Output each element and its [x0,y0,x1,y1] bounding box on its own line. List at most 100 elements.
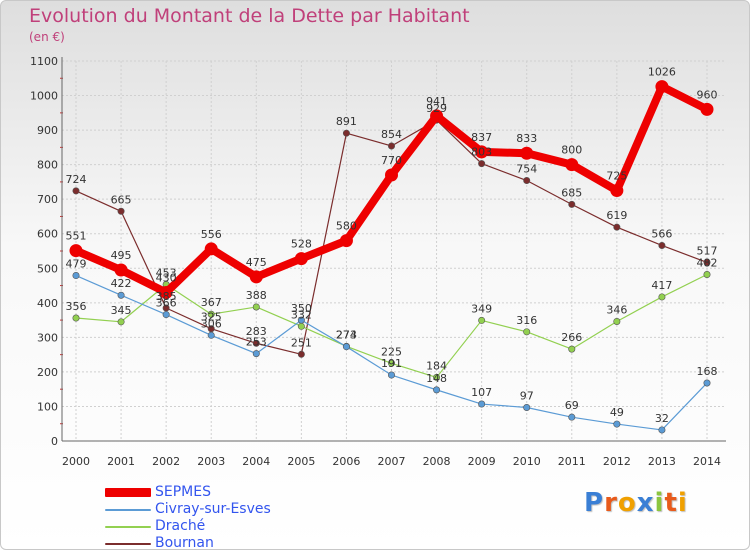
data-point [385,168,398,182]
data-point [204,242,218,256]
data-point [613,420,621,428]
data-point [430,109,444,123]
data-point [72,187,80,195]
data-label: 107 [471,386,492,399]
y-tick-label: 300 [37,331,58,344]
legend-swatch [105,526,151,528]
data-point [252,303,260,311]
legend-swatch [105,509,151,511]
data-point [294,252,308,266]
data-label: 32 [655,412,669,425]
data-point [72,314,80,322]
data-label: 316 [516,314,537,327]
logo-letter: i [654,488,665,518]
data-label: 325 [201,311,222,324]
data-label: 97 [520,389,534,402]
data-label: 184 [426,359,447,372]
series-1 [72,272,711,434]
legend-label: Bournan [155,535,214,550]
data-label: 854 [381,128,402,141]
data-point [72,272,80,280]
y-tick-label: 200 [37,366,58,379]
data-label: 430 [156,271,177,284]
data-label: 941 [426,95,447,108]
data-label: 356 [66,300,87,313]
y-tick-label: 700 [37,193,58,206]
legend-label: SEPMES [155,484,211,500]
data-label: 800 [561,144,582,157]
logo-letter: o [617,488,637,518]
data-label: 349 [471,302,492,315]
logo-letter: P [584,488,605,518]
data-point [162,311,170,319]
data-label: 453 [156,267,177,280]
data-point [613,317,621,325]
data-label: 619 [606,209,627,222]
data-point [655,80,669,94]
y-tick-label: 1100 [30,55,58,68]
data-point [703,270,711,278]
data-point [568,200,576,208]
data-label: 168 [697,365,718,378]
data-label: 556 [201,228,222,241]
data-label: 345 [111,304,132,317]
data-point [703,379,711,387]
data-point [568,345,576,353]
data-point [339,234,353,248]
data-point [568,413,576,421]
data-point [658,293,666,301]
data-label: 580 [336,220,357,233]
data-label: 803 [471,146,492,159]
data-point [117,207,125,215]
data-label: 1026 [648,66,676,79]
data-point [159,285,173,299]
data-label: 495 [111,249,132,262]
data-point [252,350,260,358]
data-point [658,241,666,249]
data-label: 346 [606,303,627,316]
y-tick-label: 900 [37,124,58,137]
chart-title: Evolution du Montant de la Dette par Hab… [29,5,470,27]
x-tick-label: 2004 [242,455,270,468]
data-point [475,145,489,159]
data-label: 350 [291,302,312,315]
data-label: 266 [561,331,582,344]
legend-item: SEPMES [105,484,345,501]
data-label: 388 [246,289,267,302]
x-tick-label: 2014 [693,455,721,468]
x-tick-label: 2003 [197,455,225,468]
data-label: 724 [66,173,87,186]
series-0 [69,80,714,299]
data-label: 225 [381,345,402,358]
data-point [114,263,128,277]
data-point [387,142,395,150]
x-tick-label: 2007 [378,455,406,468]
y-tick-label: 100 [37,400,58,413]
data-point [297,322,305,330]
data-label: 479 [66,258,87,271]
data-point [658,426,666,434]
legend-item: Civray-sur-Esves [105,501,345,518]
data-label: 475 [246,256,267,269]
data-label: 528 [291,238,312,251]
data-label: 253 [246,336,267,349]
data-point [69,244,83,258]
data-point [207,310,215,318]
data-label: 960 [697,88,718,101]
data-point [297,350,305,358]
data-point [523,177,531,185]
data-point [703,258,711,266]
data-label: 273 [336,329,357,342]
data-label: 551 [66,230,87,243]
x-tick-label: 2006 [332,455,360,468]
x-tick-label: 2011 [558,455,586,468]
data-point [565,158,579,172]
logo-letter: t [664,488,678,518]
data-point [433,373,441,381]
data-label: 482 [697,256,718,269]
data-label: 367 [201,296,222,309]
data-point [520,146,534,160]
legend-swatch [105,488,151,497]
